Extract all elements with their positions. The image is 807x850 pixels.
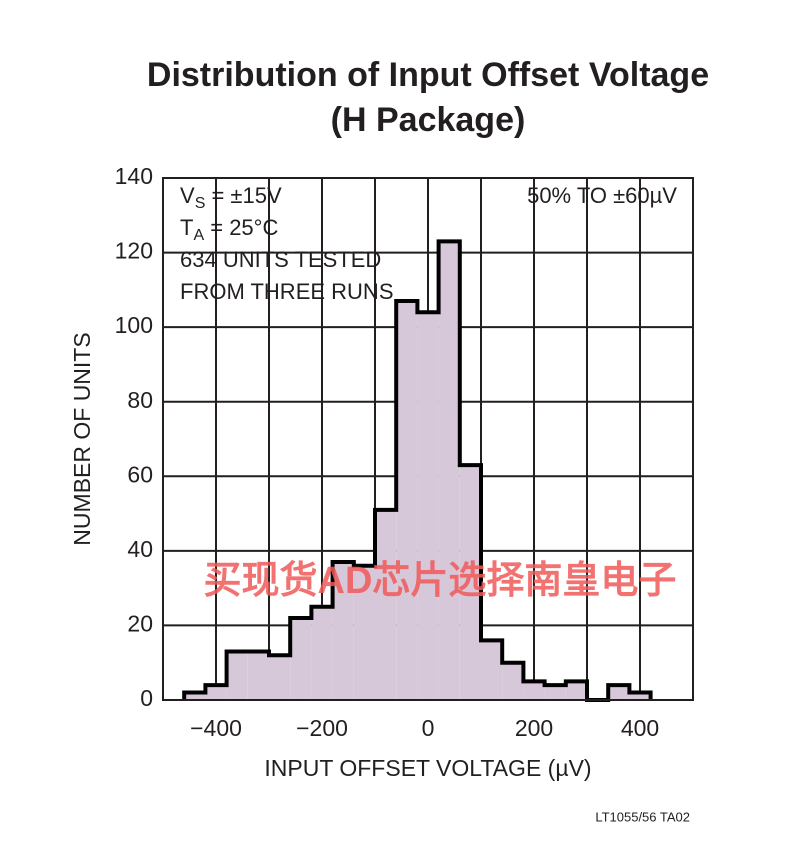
- bar: [247, 651, 269, 700]
- annotation-text: T: [180, 215, 193, 240]
- annotation: FROM THREE RUNS: [180, 279, 394, 304]
- annotation-subscript: A: [193, 227, 204, 244]
- bar: [629, 692, 651, 700]
- watermark: 买现货AD芯片选择南皇电子: [204, 560, 677, 602]
- bar: [290, 617, 312, 700]
- x-axis-label: INPUT OFFSET VOLTAGE (µV): [264, 755, 591, 781]
- annotation-text: 634 UNITS TESTED: [180, 247, 381, 272]
- y-tick-label: 0: [140, 685, 153, 711]
- x-tick-label: 200: [515, 715, 553, 741]
- annotation-text: = ±15V: [205, 183, 282, 208]
- bar: [269, 655, 291, 700]
- chart-title: Distribution of Input Offset Voltage: [147, 56, 709, 94]
- annotation: 634 UNITS TESTED: [180, 247, 381, 272]
- chart-subtitle: (H Package): [331, 101, 526, 139]
- x-tick-label: 400: [621, 715, 659, 741]
- bar: [565, 681, 587, 700]
- bar-outline: [182, 239, 653, 702]
- bar: [184, 692, 206, 700]
- y-tick-label: 120: [115, 238, 153, 264]
- bar: [502, 662, 524, 700]
- bar: [459, 465, 481, 700]
- y-tick-label: 100: [115, 312, 153, 338]
- y-tick-label: 140: [115, 163, 153, 189]
- bar: [226, 651, 248, 700]
- plot-frame: [162, 177, 694, 701]
- labels: 0 20 40 60 80 100 120 140 −400 −200 0 200 400: [115, 163, 660, 741]
- x-tick-label: −200: [296, 715, 348, 741]
- bar: [481, 640, 503, 700]
- annotation-text: FROM THREE RUNS: [180, 279, 394, 304]
- bar: [205, 685, 227, 700]
- y-tick-label: 40: [127, 536, 153, 562]
- annotation-text: = 25°C: [204, 215, 278, 240]
- annotation: 50% TO ±60µV: [527, 183, 677, 208]
- footnote: LT1055/56 TA02: [595, 809, 690, 824]
- y-axis-label: NUMBER OF UNITS: [69, 332, 95, 545]
- bar: [311, 606, 333, 700]
- bar: [523, 681, 545, 700]
- annotation: VS = ±15V: [180, 183, 282, 212]
- y-tick-label: 60: [127, 461, 153, 487]
- x-tick-label: 0: [422, 715, 435, 741]
- bar: [417, 312, 439, 700]
- x-tick-label: −400: [190, 715, 242, 741]
- bar: [353, 565, 375, 700]
- bar: [396, 301, 418, 700]
- bars: [182, 239, 653, 702]
- annotation: TA = 25°C: [180, 215, 278, 244]
- y-tick-label: 80: [127, 387, 153, 413]
- annotation-subscript: S: [195, 195, 206, 212]
- bar: [375, 509, 397, 700]
- y-tick-label: 20: [127, 611, 153, 637]
- bar: [438, 241, 460, 700]
- bar: [608, 685, 630, 700]
- annotation-text: V: [180, 183, 195, 208]
- bar: [544, 685, 566, 700]
- bar: [332, 562, 354, 700]
